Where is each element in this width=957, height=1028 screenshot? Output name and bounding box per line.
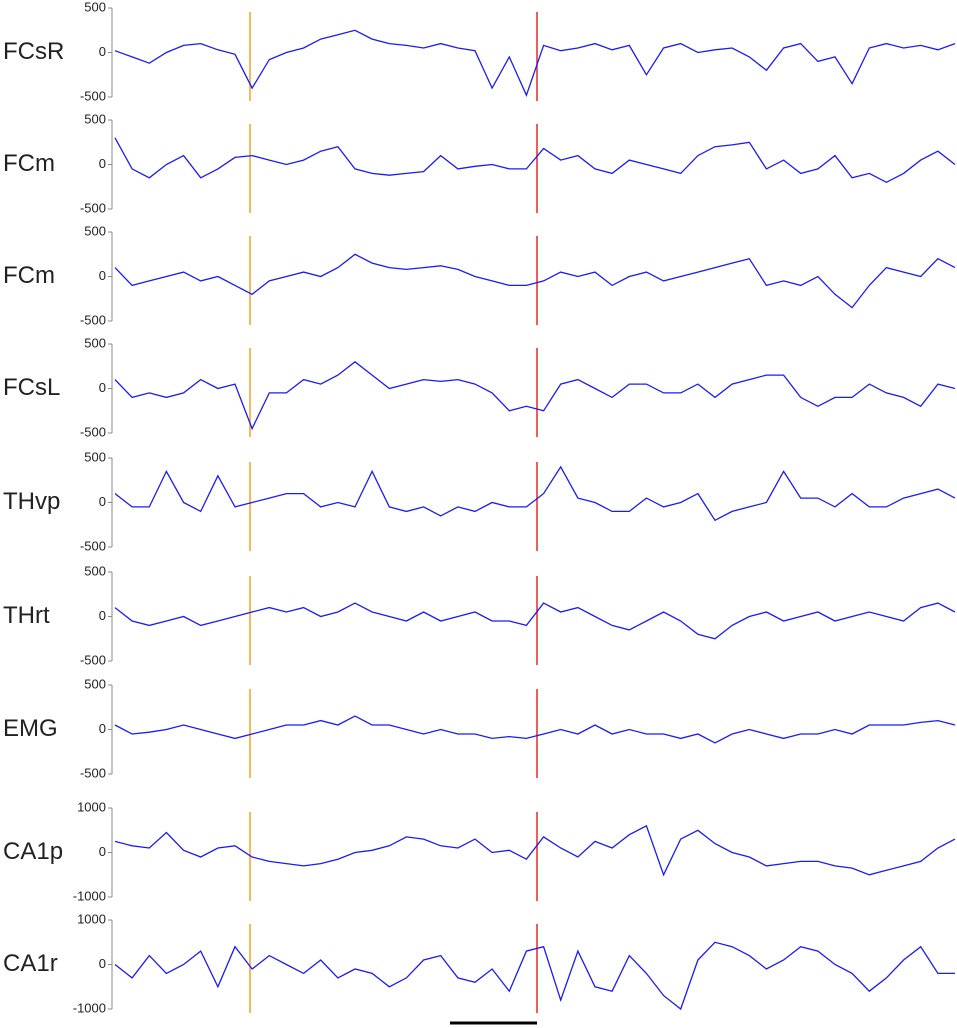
channel-label: FCm [3, 262, 55, 289]
y-tick-label: -500 [80, 312, 106, 327]
channel-label: THvp [3, 488, 60, 515]
y-tick-label: -500 [80, 424, 106, 439]
y-tick-label: 500 [84, 676, 106, 691]
trace [114, 715, 956, 744]
y-tick-label: 500 [84, 111, 106, 126]
y-tick-label: 1000 [77, 799, 106, 814]
channel-label: CA1r [3, 950, 58, 977]
channel-label: EMG [3, 715, 58, 742]
channel-label: THrt [3, 602, 50, 629]
trace [114, 253, 956, 309]
channel-label: CA1p [3, 838, 63, 865]
y-tick-label: 0 [99, 268, 106, 283]
y-tick-label: -500 [80, 538, 106, 553]
y-tick-label: 0 [99, 608, 106, 623]
y-tick-label: -1000 [73, 1000, 106, 1015]
y-tick-label: 1000 [77, 911, 106, 926]
y-tick-label: 500 [84, 563, 106, 578]
channel-label: FCm [3, 150, 55, 177]
y-tick-label: 0 [99, 44, 106, 59]
y-tick-label: -500 [80, 200, 106, 215]
y-tick-label: -1000 [73, 888, 106, 903]
y-tick-label: 500 [84, 0, 106, 14]
y-tick-label: 500 [84, 223, 106, 238]
y-tick-label: 0 [99, 956, 106, 971]
trace [114, 29, 956, 97]
trace [114, 360, 956, 431]
y-tick-label: 0 [99, 721, 106, 736]
trace [114, 465, 956, 522]
y-tick-label: -500 [80, 88, 106, 103]
channel-label: FCsL [3, 374, 60, 401]
y-tick-label: -500 [80, 765, 106, 780]
y-tick-label: 500 [84, 335, 106, 350]
trace [114, 602, 956, 640]
trace [114, 824, 956, 877]
y-tick-label: 0 [99, 844, 106, 859]
y-tick-label: 0 [99, 494, 106, 509]
y-tick-label: 0 [99, 156, 106, 171]
channel-label: FCsR [3, 38, 64, 65]
y-tick-label: 0 [99, 380, 106, 395]
trace [114, 137, 956, 184]
y-tick-label: -500 [80, 652, 106, 667]
y-tick-label: 500 [84, 449, 106, 464]
trace [114, 941, 955, 1011]
